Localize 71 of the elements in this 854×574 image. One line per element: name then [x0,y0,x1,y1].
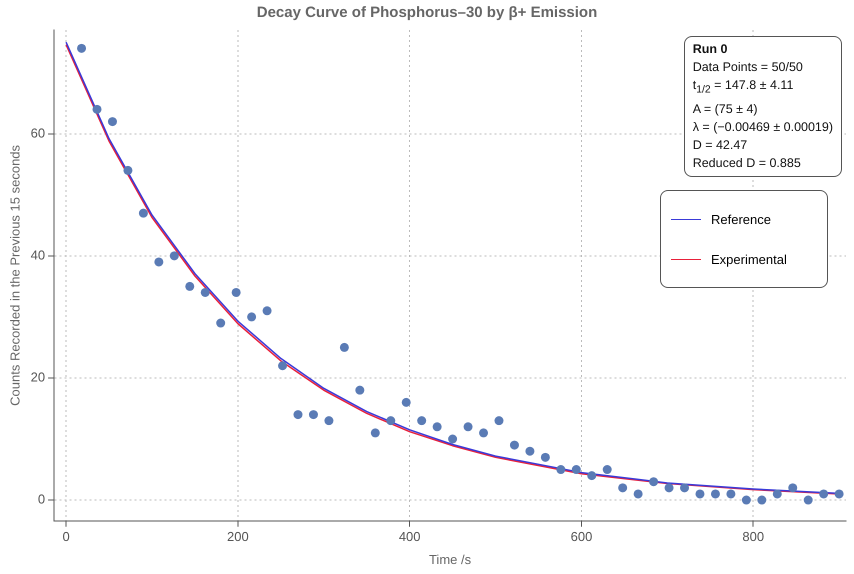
point [386,416,396,426]
chart-title: Decay Curve of Phosphorus–30 by β+ Emission [256,4,598,21]
point [308,410,318,420]
annotation: t$_{1/2}$ = 147.8 ± 4.11 [692,77,794,98]
point [618,483,628,492]
point [262,306,272,316]
point [448,434,458,444]
point [138,208,148,218]
point [602,465,612,474]
point [680,483,690,492]
point [232,288,241,297]
point [402,398,411,407]
point [772,489,782,498]
point [185,282,194,291]
annotation: λ = (−0.00469 ± 0.00019) [692,118,833,136]
x-tick-label: 600 [570,529,592,544]
point [804,496,813,505]
point [556,465,566,474]
annotation: D = 42.47 [692,136,748,154]
point [200,288,210,297]
point [726,489,736,498]
annotation: Reduced D = 0.885 [692,154,802,172]
point [355,386,364,395]
point [587,471,596,480]
point [540,452,550,462]
x-tick-label: 400 [398,529,421,544]
point [77,44,86,53]
point [370,428,380,438]
point [170,251,179,260]
point [510,440,519,450]
point [695,489,704,498]
annotation: A = (75 ± 4) [692,100,759,118]
point [417,416,426,426]
x-tick-label: 800 [742,529,764,544]
point [324,416,334,426]
point [432,422,442,432]
point [340,342,349,352]
point [108,117,117,126]
point [757,496,766,505]
point [834,489,844,498]
x-tick-label: 200 [227,529,249,544]
point [819,489,828,498]
point [742,496,751,505]
y-tick-label: 60 [30,125,46,140]
point [154,257,164,266]
point [247,312,256,322]
x-tick-label: 0 [62,529,70,544]
point [294,410,302,420]
point [664,483,674,492]
point [216,318,226,328]
point [494,416,504,426]
y-axis-title: Counts Recorded in the Previous 15 seconds [7,144,22,406]
point [572,465,581,474]
legend-label: Reference [711,212,771,226]
annotation: Data Points = 50/50 [692,59,804,76]
point [479,428,488,438]
annotation: Run 0 [692,41,728,58]
point [123,166,132,175]
y-tick-label: 20 [30,370,46,385]
point [788,483,798,492]
point [525,446,534,456]
point [464,422,473,432]
x-axis-title: Time /s [428,552,472,567]
point [710,489,720,498]
y-tick-label: 0 [38,492,46,507]
point [92,104,102,114]
point [649,477,658,486]
point [278,361,288,370]
legend-label: Experimental [711,252,787,266]
y-tick-label: 40 [30,247,46,262]
point [634,489,643,498]
